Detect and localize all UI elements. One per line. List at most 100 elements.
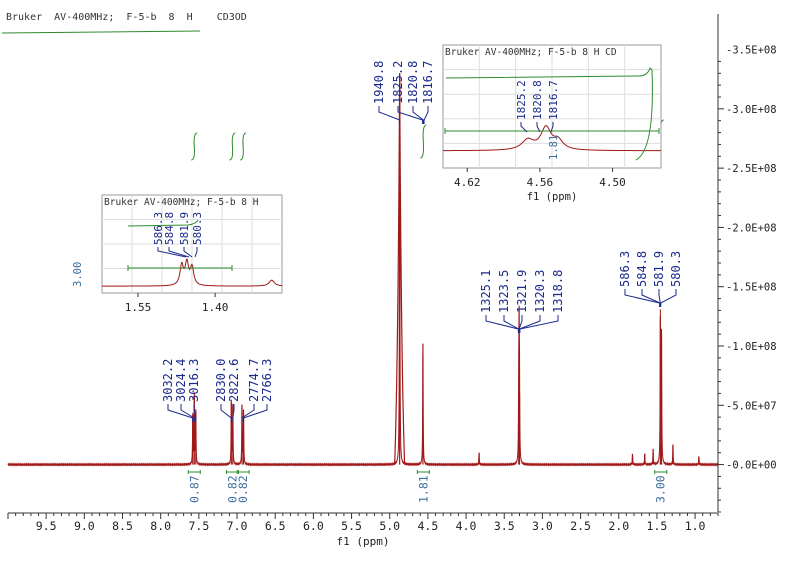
- inset-peak-leader: [550, 122, 554, 133]
- x-tick-label: 6.5: [265, 519, 286, 533]
- inset-right: Bruker AV-400MHz; F-5-b 8 H CD 1.81 1825.2…: [1, 30, 662, 203]
- peak-leader: [660, 289, 677, 307]
- peak-label: 1320.3: [533, 270, 547, 313]
- inset-peak-leader: [194, 247, 198, 258]
- x-tick-label: 2.5: [570, 519, 591, 533]
- inset-peak-label: 580.3: [191, 212, 204, 245]
- peak-label: 1325.1: [479, 270, 493, 313]
- solvent-peak: [394, 73, 406, 465]
- peak-label: 1816.7: [421, 61, 435, 104]
- spectrum-title: Bruker AV-400MHz; F-5-b 8 H CD3OD: [6, 12, 247, 23]
- peak-label: 581.9: [652, 251, 666, 287]
- peak-label: 2766.3: [260, 359, 274, 402]
- integral-value: 0.82: [236, 475, 250, 503]
- peak-label: 1323.5: [497, 270, 511, 313]
- x-tick-label: 9.0: [74, 519, 95, 533]
- x-tick-label: 2.0: [608, 519, 629, 533]
- peak-label: 1318.8: [551, 270, 565, 313]
- x-tick-label: 3.0: [532, 519, 553, 533]
- integral-value: 0.87: [187, 475, 201, 503]
- inset-x-tick-label: 1.55: [125, 301, 152, 314]
- y-tick-label: -2.0E+08: [726, 222, 777, 234]
- y-tick-label: -3.5E+08: [726, 45, 777, 57]
- inset-peak-label: 1816.7: [547, 80, 560, 120]
- inset-peak-leader: [520, 122, 528, 133]
- x-tick-label: 5.0: [379, 519, 400, 533]
- inset-trace: [102, 258, 283, 287]
- integral-value: 1.81: [416, 475, 430, 503]
- inset-x-tick-label: 4.56: [527, 176, 554, 189]
- x-tick-label: 7.0: [227, 519, 248, 533]
- inset-title: Bruker AV-400MHz; F-5-b 8 H: [104, 197, 259, 208]
- inset-x-tick-label: 4.62: [454, 176, 481, 189]
- peak-leader: [243, 404, 268, 422]
- inset-left: Bruker AV-400MHz; F-5-b 8 H 3.00 586.3584.…: [72, 194, 283, 314]
- peak-label: 2774.7: [247, 359, 261, 402]
- inset-peak-leader: [168, 247, 190, 258]
- peak-leader: [241, 404, 255, 422]
- peak-leader: [519, 315, 541, 333]
- peak-leader: [193, 404, 197, 422]
- y-tick-label: -2.5E+08: [726, 163, 777, 175]
- inset-x-tick-label: 4.50: [599, 176, 626, 189]
- peak-label: 1940.8: [372, 61, 386, 104]
- peak-label: 3024.4: [174, 359, 188, 402]
- peak-leader: [412, 106, 424, 124]
- integral-curve: [420, 124, 427, 159]
- peak-leader: [485, 315, 519, 333]
- x-axis-label: f1 (ppm): [337, 535, 390, 548]
- peak-leader: [378, 106, 401, 124]
- inset-trace: [442, 125, 661, 152]
- inset-peak-leader: [157, 247, 187, 258]
- inset-peak-label: 581.9: [178, 212, 191, 245]
- integral-curve: [240, 132, 247, 161]
- inset-peak-leader: [536, 122, 541, 133]
- peak-leader: [397, 106, 424, 124]
- peak-leader: [423, 106, 429, 124]
- integral-curve: [191, 132, 198, 161]
- integral-value: 3.00: [654, 475, 668, 503]
- y-tick-label: -1.0E+08: [726, 341, 777, 353]
- peak-label: 1825.2: [391, 61, 405, 104]
- peak-label: 2830.0: [214, 359, 228, 402]
- peak-label: 586.3: [618, 251, 632, 287]
- peak-label: 3032.2: [161, 359, 175, 402]
- x-tick-label: 3.5: [494, 519, 515, 533]
- peak-label: 1321.9: [515, 270, 529, 313]
- peak-label: 1820.8: [406, 61, 420, 104]
- peak-leader: [180, 404, 195, 422]
- inset-left-integral-curve: [127, 219, 199, 227]
- inset-peak-leader: [183, 247, 193, 258]
- inset-right-integral-curve: [445, 67, 653, 161]
- y-tick-label: -1.5E+08: [726, 282, 777, 294]
- inset-integral-value: 1.81: [548, 135, 560, 160]
- x-tick-label: 8.0: [150, 519, 171, 533]
- x-tick-label: 6.0: [303, 519, 324, 533]
- x-tick-label: 7.5: [188, 519, 209, 533]
- x-tick-label: 8.5: [112, 519, 133, 533]
- inset-peak-label: 1820.8: [531, 80, 544, 120]
- peak-leader: [641, 289, 661, 307]
- inset-peak-label: 1825.2: [515, 80, 528, 120]
- peak-leader: [519, 315, 559, 333]
- peak-leader: [167, 404, 194, 422]
- inset-x-tick-label: 1.40: [202, 301, 229, 314]
- y-tick-label: -5.0E+07: [726, 400, 777, 412]
- peak-label: 2822.6: [227, 359, 241, 402]
- x-tick-label: 5.5: [341, 519, 362, 533]
- integral-value: 0.82: [225, 475, 239, 503]
- x-tick-label: 1.5: [647, 519, 668, 533]
- y-tick-label: -3.0E+08: [726, 104, 777, 116]
- peak-label: 584.8: [635, 251, 649, 287]
- integral-curve: [229, 132, 236, 161]
- peak-leader: [503, 315, 520, 333]
- y-tick-label: -0.0E+00: [726, 460, 777, 472]
- inset-peak-label: 586.3: [152, 212, 165, 245]
- inset-integral-curve: [1, 30, 201, 34]
- inset-peak-label: 584.8: [163, 212, 176, 245]
- x-tick-label: 4.5: [418, 519, 439, 533]
- inset-title: Bruker AV-400MHz; F-5-b 8 H CD: [445, 47, 617, 58]
- peak-leader: [220, 404, 232, 422]
- x-tick-label: 9.5: [36, 519, 57, 533]
